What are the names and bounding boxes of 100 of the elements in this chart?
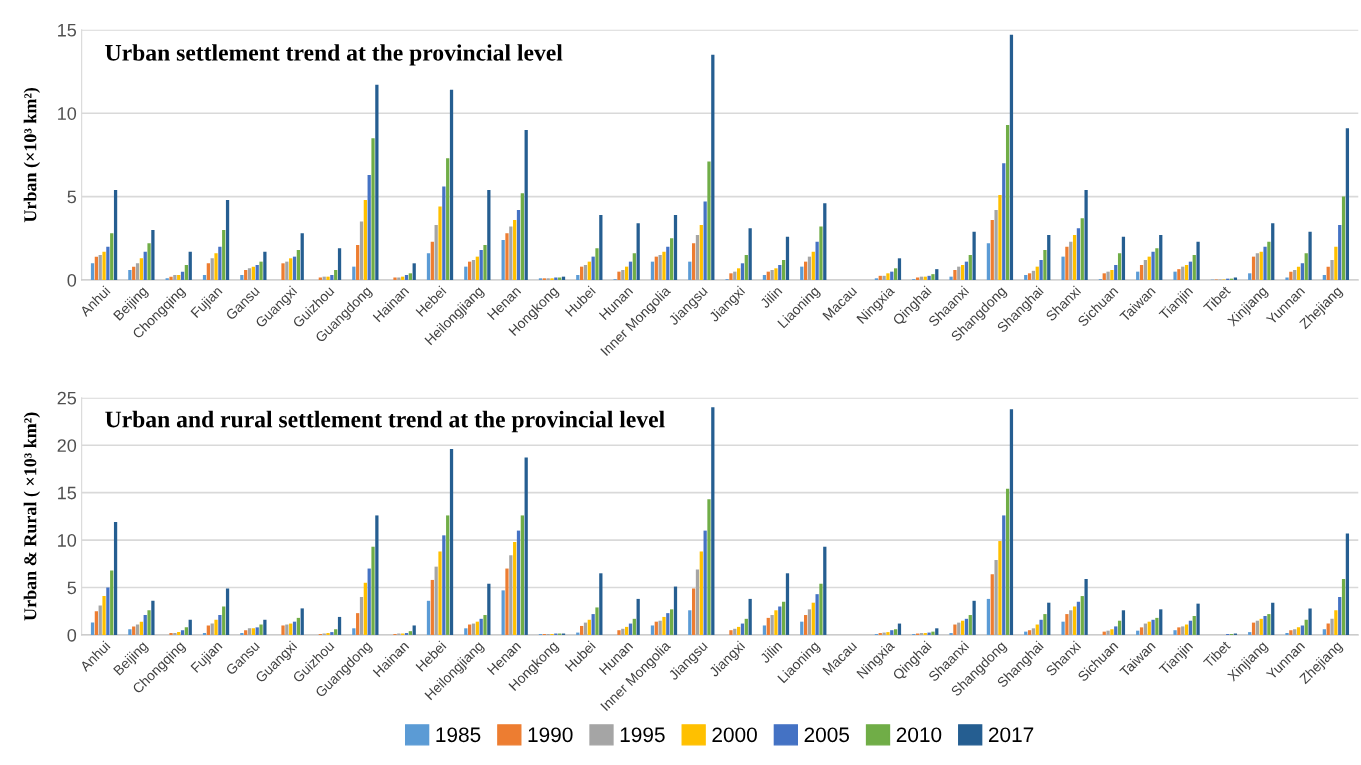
bar	[785, 236, 790, 280]
bar	[819, 583, 823, 635]
bar	[1147, 256, 1151, 280]
bar	[1341, 196, 1346, 280]
bar	[1263, 615, 1267, 635]
bar	[1196, 603, 1200, 635]
bar	[1300, 625, 1305, 635]
bar	[778, 264, 782, 280]
bar	[334, 629, 338, 635]
bar	[1027, 630, 1032, 635]
bar	[147, 243, 151, 280]
bar	[1259, 251, 1263, 280]
bar	[98, 254, 102, 280]
bar	[106, 246, 110, 280]
bar	[893, 268, 898, 280]
bar	[785, 573, 790, 635]
bar	[957, 622, 961, 635]
bar	[897, 258, 902, 280]
bar	[1047, 234, 1051, 280]
bar	[1076, 228, 1081, 280]
bar	[811, 602, 815, 635]
bar	[1159, 609, 1163, 635]
bar	[960, 264, 965, 280]
bar	[1338, 224, 1342, 280]
bar	[1173, 271, 1177, 280]
y-tick-label: 10	[58, 534, 77, 547]
bar	[968, 615, 972, 635]
bar	[102, 596, 106, 635]
bar	[363, 199, 367, 280]
bar	[744, 254, 748, 280]
bar	[1341, 578, 1346, 635]
bar	[375, 515, 379, 635]
bar	[471, 259, 476, 280]
bar	[595, 248, 599, 280]
bar	[748, 598, 752, 635]
bar	[1043, 614, 1047, 635]
bar	[1293, 629, 1297, 635]
bar	[408, 273, 412, 280]
bar	[412, 625, 416, 635]
bar	[180, 630, 185, 635]
bar	[1102, 273, 1106, 280]
bar	[691, 243, 696, 280]
bar	[744, 618, 748, 635]
bar	[371, 138, 375, 280]
bar	[953, 269, 957, 280]
bar	[292, 621, 297, 635]
bar	[688, 261, 692, 280]
bar	[367, 568, 371, 635]
bar	[326, 276, 330, 280]
bar	[184, 264, 189, 280]
bar	[300, 233, 304, 280]
bar	[733, 628, 737, 635]
bar	[1271, 223, 1275, 280]
bar	[662, 251, 666, 280]
bar	[1251, 622, 1256, 635]
bar	[1039, 259, 1043, 280]
legend-label: 2017	[988, 727, 1034, 743]
bar	[363, 582, 367, 635]
bar	[173, 274, 177, 280]
bar	[650, 261, 655, 280]
bar	[292, 256, 297, 280]
bar	[1300, 263, 1305, 280]
bar	[691, 588, 696, 635]
bar	[1009, 409, 1014, 635]
bar	[1184, 264, 1189, 280]
bar	[206, 625, 210, 635]
bar	[412, 263, 416, 280]
bar	[815, 594, 819, 635]
bar	[244, 269, 248, 280]
bar	[1080, 218, 1084, 280]
bar	[516, 209, 521, 280]
bar	[240, 274, 244, 280]
bar	[1147, 621, 1151, 635]
bar	[281, 625, 285, 635]
bar	[882, 275, 886, 280]
bar	[169, 276, 173, 280]
bar	[1110, 629, 1114, 635]
bar	[222, 229, 226, 280]
bar	[815, 241, 819, 280]
bar	[703, 530, 707, 635]
bar	[505, 233, 509, 280]
bar	[214, 253, 218, 280]
bar	[102, 251, 106, 280]
bar	[774, 268, 778, 280]
bar	[1024, 274, 1028, 280]
bar	[1069, 610, 1073, 635]
bar	[430, 241, 434, 280]
bar	[1308, 231, 1312, 280]
bar	[449, 89, 454, 280]
bar	[210, 258, 214, 280]
bar	[650, 625, 655, 635]
bar	[318, 277, 322, 280]
bar	[599, 573, 603, 635]
y-tick-label: 5	[67, 581, 77, 595]
bar	[1322, 274, 1326, 280]
bar	[658, 254, 662, 280]
bar	[1106, 271, 1110, 280]
bar	[699, 551, 703, 635]
bar	[707, 499, 711, 635]
bar	[595, 607, 599, 635]
